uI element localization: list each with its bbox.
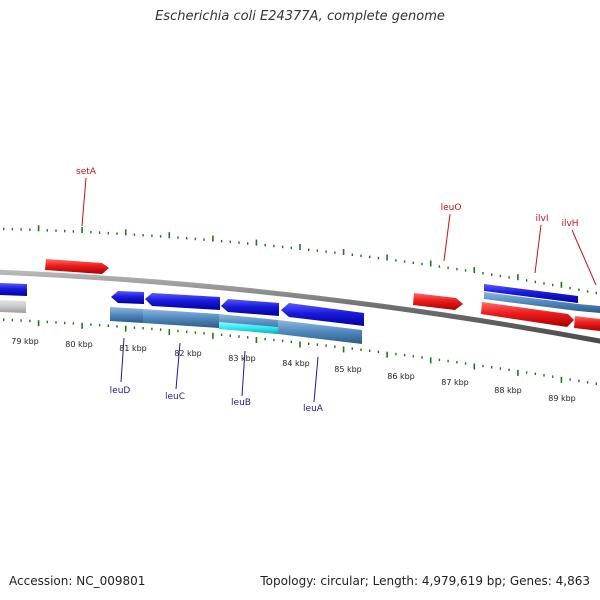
gene-label-leuB[interactable]: leuB: [231, 398, 251, 408]
inner-tick-ring: [3, 318, 597, 385]
scale-label-88kbp: 88 kbp: [494, 386, 522, 395]
operon-partial-left[interactable]: [0, 300, 26, 313]
outer-tick-ring: [3, 225, 597, 295]
gene-label-setA[interactable]: setA: [76, 167, 97, 177]
genome-backbone: [0, 269, 600, 344]
gene-label-ilvI[interactable]: ilvI: [536, 214, 549, 224]
reverse-gene-leuB[interactable]: [221, 299, 279, 316]
scale-label-87kbp: 87 kbp: [441, 378, 469, 387]
connector-leuD: [120, 337, 125, 383]
connector-ilvI: [534, 224, 542, 274]
connector-leuA: [313, 356, 319, 403]
scale-labels: 79 kbp 80 kbp 81 kbp 82 kbp 83 kbp 84 kb…: [11, 337, 576, 403]
operon-segment-leuA[interactable]: [278, 320, 362, 344]
connector-leuO: [443, 213, 451, 262]
operon-segment-leuC[interactable]: [143, 309, 219, 328]
operon-segment-leuB-highlight[interactable]: [219, 322, 278, 334]
gene-label-leuA[interactable]: leuA: [303, 404, 324, 414]
accession-text: Accession: NC_009801: [9, 574, 146, 588]
forward-gene-ilvI[interactable]: [481, 302, 574, 327]
operon-segment-leuD[interactable]: [110, 307, 143, 323]
scale-label-84kbp: 84 kbp: [282, 359, 310, 368]
connector-ilvH: [571, 229, 597, 286]
gene-label-leuO[interactable]: leuO: [441, 203, 462, 213]
scale-label-79kbp: 79 kbp: [11, 337, 39, 346]
connector-setA: [81, 177, 87, 227]
connector-leuB: [241, 350, 246, 397]
leu-operon: [110, 307, 362, 344]
gene-label-ilvH[interactable]: ilvH: [561, 219, 578, 229]
scale-label-80kbp: 80 kbp: [65, 340, 93, 349]
reverse-gene-leuD[interactable]: [111, 291, 144, 304]
topology-text: Topology: circular; Length: 4,979,619 bp…: [260, 574, 590, 588]
gene-labels: setA leuO ilvI ilvH leuD leuC leuB leuA: [76, 167, 579, 414]
reverse-gene-leuA[interactable]: [281, 303, 364, 326]
reverse-gene-partial-left[interactable]: [0, 283, 27, 296]
gene-label-leuD[interactable]: leuD: [110, 386, 131, 396]
scale-label-86kbp: 86 kbp: [387, 372, 415, 381]
left-partial-genes: [0, 283, 27, 313]
gene-label-connectors: [81, 177, 597, 403]
scale-label-85kbp: 85 kbp: [334, 365, 362, 374]
scale-label-83kbp: 83 kbp: [228, 354, 256, 363]
forward-gene-ilvI-operon-top[interactable]: [484, 284, 578, 303]
forward-strand-genes: [45, 259, 600, 331]
scale-label-89kbp: 89 kbp: [548, 394, 576, 403]
forward-gene-leuO[interactable]: [413, 293, 463, 310]
connector-leuC: [175, 342, 181, 390]
forward-gene-ilvI-operon-mid[interactable]: [484, 292, 600, 313]
reverse-gene-leuC[interactable]: [145, 293, 220, 310]
forward-gene-ilvH[interactable]: [574, 316, 600, 331]
reverse-strand-genes: [111, 291, 364, 326]
scale-label-82kbp: 82 kbp: [174, 349, 202, 358]
gene-label-leuC[interactable]: leuC: [165, 392, 185, 402]
scale-label-81kbp: 81 kbp: [119, 344, 147, 353]
forward-gene-setA[interactable]: [45, 259, 109, 274]
genome-title: Escherichia coli E24377A, complete genom…: [155, 9, 445, 24]
